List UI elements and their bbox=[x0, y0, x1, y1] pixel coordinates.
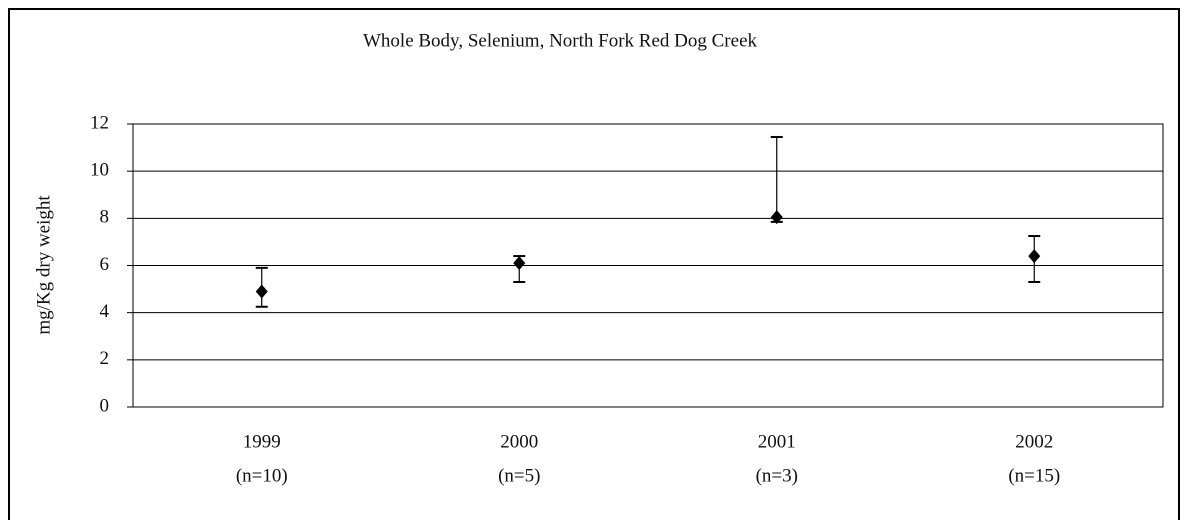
x-tick-label: 2002 bbox=[1015, 431, 1053, 452]
y-tick-label: 6 bbox=[100, 254, 110, 275]
y-tick-label: 2 bbox=[100, 348, 110, 369]
sample-size-label: (n=3) bbox=[756, 465, 798, 486]
y-axis-label: mg/Kg dry weight bbox=[33, 195, 54, 335]
x-tick-label: 1999 bbox=[243, 431, 281, 452]
sample-size-label: (n=10) bbox=[236, 465, 288, 486]
x-tick-label: 2000 bbox=[500, 431, 538, 452]
y-tick-label: 12 bbox=[90, 112, 109, 133]
y-tick-label: 8 bbox=[100, 207, 110, 228]
sample-size-label: (n=15) bbox=[1008, 465, 1060, 486]
y-tick-label: 10 bbox=[90, 160, 109, 181]
frame bbox=[8, 8, 1180, 520]
point bbox=[770, 210, 783, 225]
sample-size-label: (n=5) bbox=[498, 465, 540, 486]
y-tick-label: 4 bbox=[100, 301, 110, 322]
point bbox=[513, 256, 526, 271]
chart-title: Whole Body, Selenium, North Fork Red Dog… bbox=[363, 30, 758, 51]
y-tick-label: 0 bbox=[100, 395, 110, 416]
point bbox=[255, 284, 268, 299]
x-tick-label: 2001 bbox=[758, 431, 796, 452]
point bbox=[1028, 249, 1041, 264]
